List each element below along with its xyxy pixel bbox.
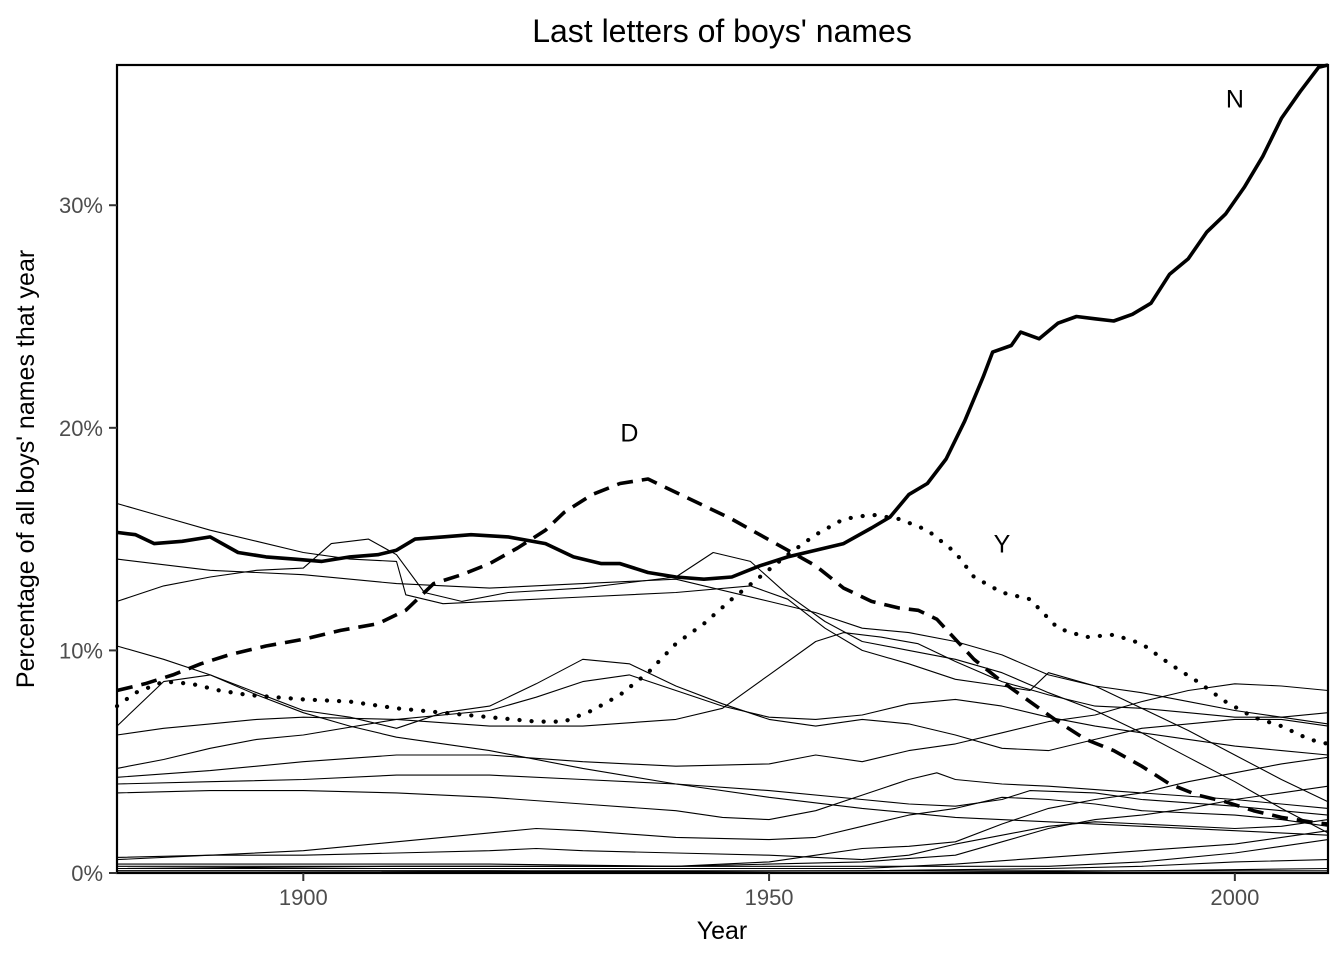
background-series-line-9 [116, 774, 1329, 816]
series-line-d [116, 477, 1329, 826]
series-line-y [114, 512, 1331, 746]
x-axis-title: Year [697, 917, 748, 945]
background-series-line-16 [116, 839, 1329, 870]
background-series-line-1 [116, 502, 1329, 725]
background-series-line-3 [116, 558, 1329, 803]
background-series-line-15 [117, 830, 1329, 870]
series-label-y: Y [994, 531, 1011, 559]
series-label-d: D [620, 419, 638, 447]
axis-layer: 1900 1950 2000 0% 10% 20% 30% [59, 193, 1259, 910]
background-series-line-10 [116, 772, 1329, 821]
x-tick-label-2000: 2000 [1210, 885, 1259, 910]
background-series-line-14 [117, 785, 1329, 867]
background-series-line-4 [116, 645, 1329, 836]
y-tick-label-0: 0% [71, 861, 103, 886]
background-series-line-5 [116, 658, 1329, 752]
y-axis-title: Percentage of all boys' names that year [12, 250, 40, 688]
x-tick-label-1950: 1950 [745, 885, 794, 910]
y-tick-label-10: 10% [59, 638, 103, 663]
background-series-line-8 [116, 674, 1329, 769]
background-series-line-11 [116, 819, 1329, 861]
background-series-line-2 [116, 538, 1329, 834]
background-series-line-7 [116, 683, 1329, 778]
background-series-line-6 [116, 632, 1329, 736]
plot-border [115, 63, 1330, 875]
chart-title: Last letters of boys' names [532, 13, 912, 49]
y-tick-label-30: 30% [59, 193, 103, 218]
series-layer: N D Y [114, 63, 1331, 874]
series-line-n [116, 63, 1329, 581]
y-tick-label-20: 20% [59, 416, 103, 441]
background-series-line-12 [116, 796, 1329, 861]
series-label-n: N [1226, 85, 1244, 113]
x-tick-label-1900: 1900 [279, 885, 328, 910]
